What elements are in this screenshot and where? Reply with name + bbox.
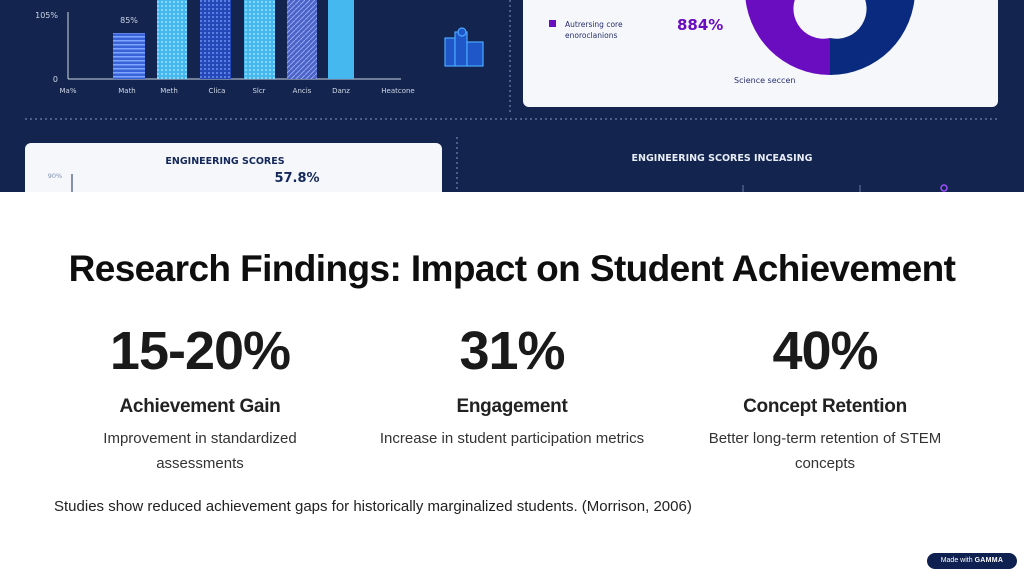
bar xyxy=(157,0,187,79)
stat-engagement: 31% Engagement Increase in student parti… xyxy=(352,320,672,451)
bar xyxy=(113,33,145,79)
hero-illustration: 105% 0 85% Ma% Math Meth Clica Slcr Anci… xyxy=(25,0,1000,192)
y-tick: 0 xyxy=(53,75,58,84)
card-value: 57.8% xyxy=(274,171,319,186)
bar xyxy=(328,0,354,79)
stat-value: 31% xyxy=(459,321,565,381)
stat-description: Better long-term retention of STEM conce… xyxy=(708,430,942,472)
badge-prefix: Made with xyxy=(940,557,973,564)
card-title: ENGINEERING SCORES xyxy=(165,156,284,167)
stat-description: Improvement in standardized assessments xyxy=(103,430,297,472)
bar xyxy=(287,0,317,79)
made-with-gamma-badge[interactable]: Made with GAMMA xyxy=(927,553,1017,569)
x-label: Math xyxy=(118,87,136,95)
stat-label: Achievement Gain xyxy=(119,396,281,417)
x-label: Danz xyxy=(332,87,350,95)
right-heading: ENGINEERING SCORES INCEASING xyxy=(632,153,813,164)
bar xyxy=(200,0,231,79)
x-label: Meth xyxy=(160,87,178,95)
building-icon xyxy=(444,27,484,67)
bar xyxy=(244,0,275,79)
x-label: Heatcone xyxy=(381,87,414,95)
x-label: Clica xyxy=(209,87,226,95)
stat-value: 40% xyxy=(772,321,878,381)
x-label: Slcr xyxy=(252,87,265,95)
engineering-card xyxy=(25,143,442,192)
stat-description: Increase in student participation metric… xyxy=(379,430,645,447)
stat-label: Engagement xyxy=(456,396,568,417)
legend-text: enoroclanions xyxy=(565,31,617,40)
x-label: Ma% xyxy=(60,87,77,95)
donut-callout: Science seccen xyxy=(734,76,795,85)
stat-concept-retention: 40% Concept Retention Better long-term r… xyxy=(665,320,985,476)
donut-slice xyxy=(830,0,915,75)
x-label: Ancis xyxy=(293,87,312,95)
data-point xyxy=(940,184,948,192)
y-tick: 105% xyxy=(35,11,58,20)
donut-slice xyxy=(745,0,830,75)
stat-label: Concept Retention xyxy=(743,396,907,417)
bar-label: 85% xyxy=(120,16,138,25)
footnote: Studies show reduced achievement gaps fo… xyxy=(54,498,692,515)
stat-achievement-gain: 15-20% Achievement Gain Improvement in s… xyxy=(40,320,360,476)
hero-image: 105% 0 85% Ma% Math Meth Clica Slcr Anci… xyxy=(0,0,1024,192)
donut-percent: 884% xyxy=(677,16,723,34)
stat-value: 15-20% xyxy=(109,321,291,381)
slide-title: Research Findings: Impact on Student Ach… xyxy=(68,248,956,289)
y-tick: 90% xyxy=(48,172,62,180)
legend-text: Autrersing core xyxy=(565,20,623,29)
legend-swatch xyxy=(549,20,556,27)
badge-brand: GAMMA xyxy=(974,557,1004,564)
